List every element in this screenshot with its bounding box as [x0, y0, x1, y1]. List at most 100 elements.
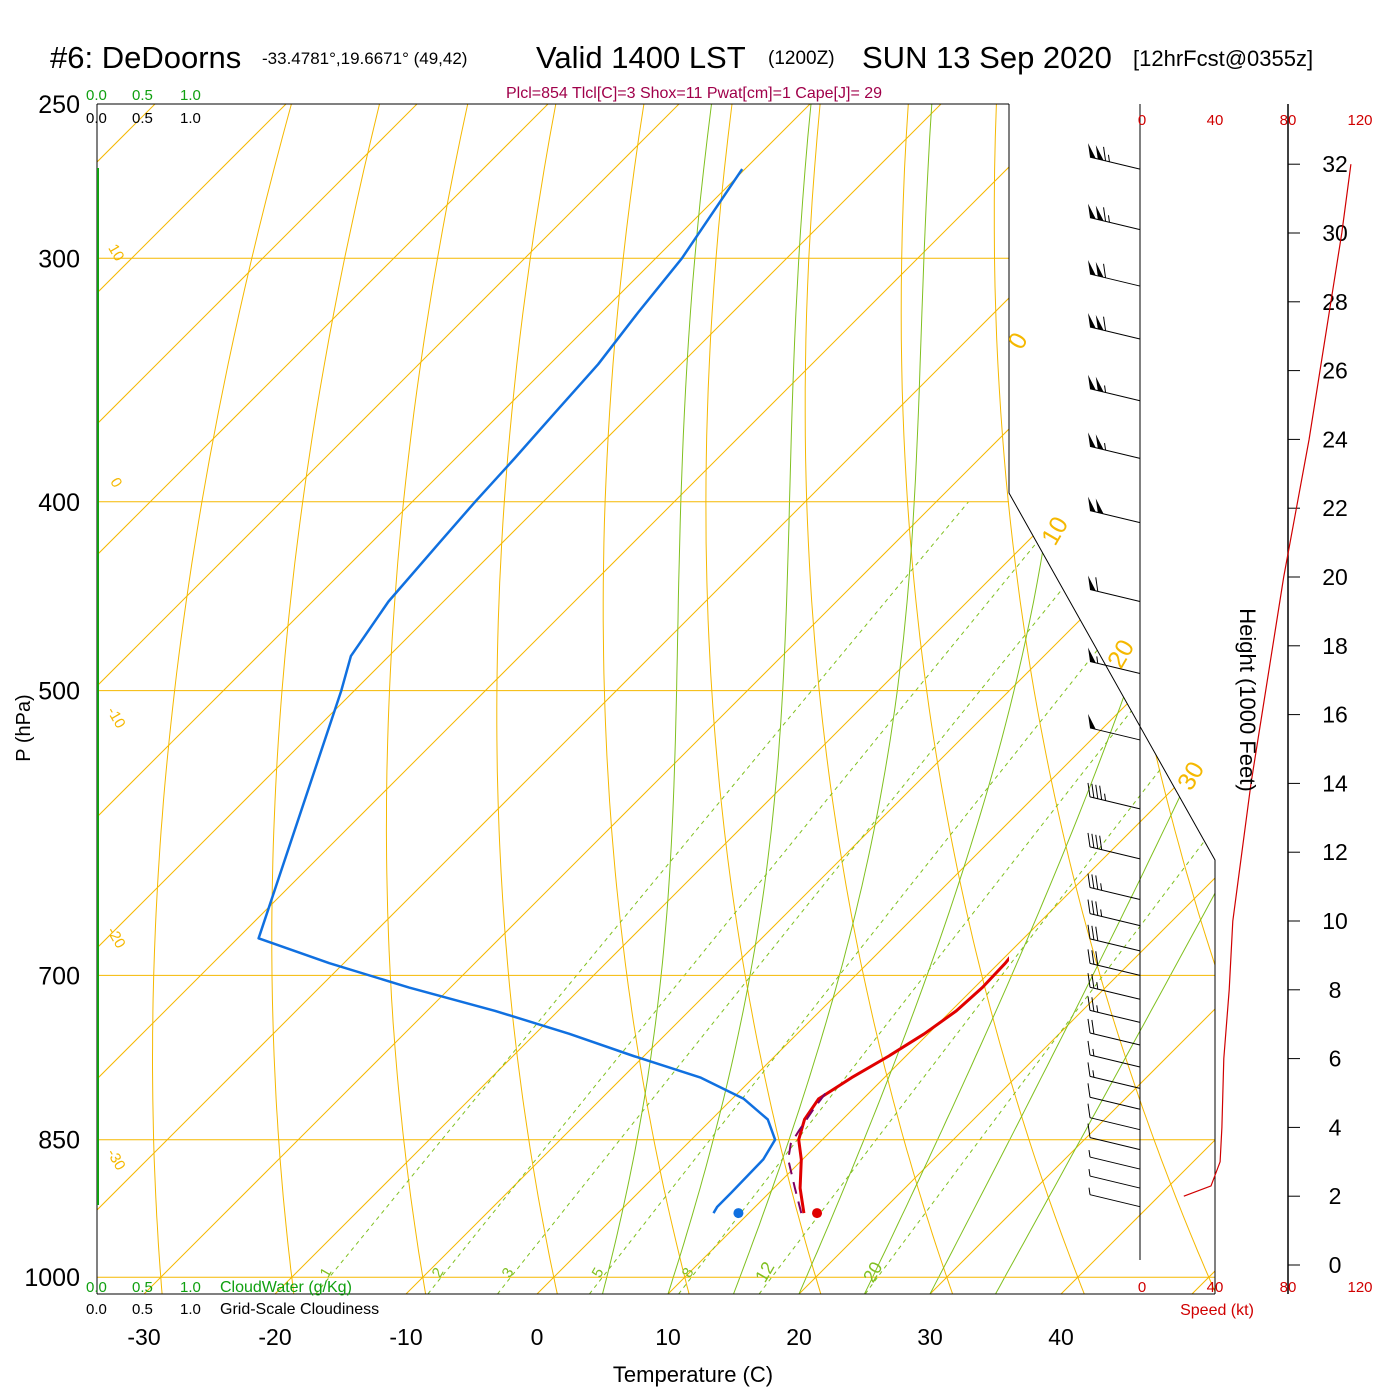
- wind-barb-staff: [1089, 727, 1141, 741]
- dry-adiabat-line: [993, 104, 1215, 1294]
- cloudwater-tick-bottom: 0.5: [132, 1279, 153, 1296]
- height-tick-label: 32: [1322, 151, 1348, 177]
- wind-barb-staff: [1089, 273, 1141, 287]
- wind-barb-flag: [1087, 1083, 1091, 1098]
- mixing-ratio-label: 5: [589, 1265, 608, 1281]
- cloudiness-tick-top: 0.0: [86, 110, 107, 127]
- wind-barb-half: [1088, 1169, 1091, 1177]
- wind-barb-flag: [1087, 1123, 1091, 1138]
- wind-barb-flag: [1087, 1040, 1091, 1056]
- isotherm-line: [97, 104, 680, 1294]
- cloudwater-tick-top: 1.0: [180, 87, 201, 104]
- wind-barb-half: [1092, 1070, 1095, 1078]
- wind-barb-half: [1096, 982, 1099, 990]
- temperature-tick-label: 0: [531, 1324, 544, 1350]
- wind-barb-pennant: [1088, 647, 1096, 663]
- wind-barb-flag: [1087, 832, 1091, 847]
- isotherm-line: [929, 104, 1215, 1294]
- valid-time: Valid 1400 LST: [536, 40, 746, 75]
- pressure-tick-label: 300: [38, 245, 80, 273]
- dewpoint-line: [257, 168, 777, 1214]
- wind-barb-half: [1100, 909, 1103, 917]
- height-tick-label: 22: [1322, 495, 1348, 521]
- wind-barb-staff: [1089, 1137, 1141, 1151]
- height-tick-label: 12: [1322, 839, 1348, 865]
- dry-adiabat-line: [602, 104, 690, 1294]
- wind-barb-staff: [1089, 388, 1141, 402]
- temperature-tick-label: -30: [127, 1324, 160, 1350]
- wind-barb-flag: [1091, 783, 1095, 798]
- dry-adiabat-line: [271, 104, 380, 1294]
- wind-barb-flag: [1099, 785, 1103, 800]
- mixing-ratio-line: [589, 501, 1215, 1294]
- wind-barb-half: [1107, 154, 1110, 162]
- wind-barb-flag: [1099, 835, 1103, 850]
- isotherm-label: -10: [103, 704, 129, 731]
- isotherm-label: 30: [1172, 757, 1210, 795]
- height-tick-label: 6: [1329, 1046, 1342, 1072]
- wind-barb-flag: [1087, 1103, 1091, 1118]
- wind-barb-half: [1088, 1149, 1091, 1158]
- temperature-tick-label: -10: [389, 1324, 422, 1350]
- temperature-tick-label: 20: [786, 1324, 812, 1350]
- speed-tick-top: 120: [1347, 112, 1372, 129]
- pressure-tick-label: 850: [38, 1127, 80, 1155]
- isotherm-line: [536, 104, 1215, 1294]
- frame-right: [1008, 104, 1216, 1294]
- wind-barb-flag: [1103, 316, 1107, 331]
- cloudiness-tick-bottom: 0.0: [86, 1301, 107, 1318]
- cloudiness-tick-bottom: 0.5: [132, 1301, 153, 1318]
- height-tick-label: 20: [1322, 564, 1348, 590]
- clipped-grid: [97, 104, 1400, 1294]
- height-tick-label: 2: [1329, 1183, 1342, 1209]
- wind-barb-pennant: [1095, 434, 1104, 450]
- moist-adiabat-line: [733, 104, 933, 1294]
- height-tick-label: 28: [1322, 289, 1348, 315]
- station-title: #6: DeDoorns: [50, 40, 241, 75]
- temperature-tick-label: 40: [1048, 1324, 1074, 1350]
- wind-barb-pennant: [1095, 376, 1104, 393]
- wind-barbs-panel: [1087, 104, 1141, 1260]
- speed-tick-bottom: 40: [1207, 1279, 1224, 1296]
- wind-barb-half: [1104, 793, 1107, 801]
- valid-date: SUN 13 Sep 2020: [862, 40, 1112, 75]
- wind-barb-pennant: [1095, 498, 1104, 514]
- moist-adiabat-line: [602, 104, 712, 1294]
- height-axis-label: Height (1000 Feet): [1235, 608, 1260, 791]
- wind-barb-staff: [1089, 1194, 1141, 1208]
- moist-adiabat-line: [995, 104, 1215, 1294]
- wind-barb-flag: [1095, 926, 1099, 941]
- pressure-tick-label: 1000: [24, 1264, 80, 1292]
- cloudwater-tick-bottom: 0.0: [86, 1279, 107, 1296]
- isotherm-line: [143, 104, 1215, 1294]
- surface-temperature-marker: [812, 1208, 823, 1219]
- cloudwater-label: CloudWater (g/Kg): [220, 1279, 352, 1296]
- isotherm-line: [405, 104, 1215, 1294]
- forecast-info: [12hrFcst@0355z]: [1133, 46, 1313, 71]
- wind-barb-flag: [1091, 925, 1095, 940]
- wind-barb-pennant: [1088, 143, 1096, 159]
- wind-barb-flag: [1095, 834, 1099, 849]
- dry-adiabat-line: [804, 104, 954, 1294]
- wind-barb-pennant: [1095, 205, 1104, 221]
- isotherm-label: 0: [106, 475, 125, 491]
- wind-barb-half: [1088, 1187, 1091, 1195]
- mixing-ratio-label: 12: [751, 1258, 778, 1285]
- mixing-ratio-label: 3: [499, 1265, 518, 1281]
- wind-barb-flag: [1091, 950, 1095, 965]
- dry-adiabat-line: [1172, 104, 1215, 1294]
- wind-barb-staff: [1089, 1032, 1141, 1046]
- height-tick-label: 18: [1322, 633, 1348, 659]
- wind-barb-staff: [1089, 887, 1141, 901]
- speed-tick-top: 40: [1207, 112, 1224, 129]
- isotherm-line: [97, 104, 549, 1294]
- wind-barb-flag: [1087, 949, 1091, 964]
- dry-adiabat-line: [1349, 104, 1400, 1294]
- pressure-tick-label: 400: [38, 489, 80, 517]
- isotherm-label: 20: [1102, 635, 1140, 673]
- x-axis-label: Temperature (C): [613, 1362, 773, 1387]
- wind-barb-pennant: [1088, 312, 1096, 329]
- isotherm-line: [97, 104, 418, 1294]
